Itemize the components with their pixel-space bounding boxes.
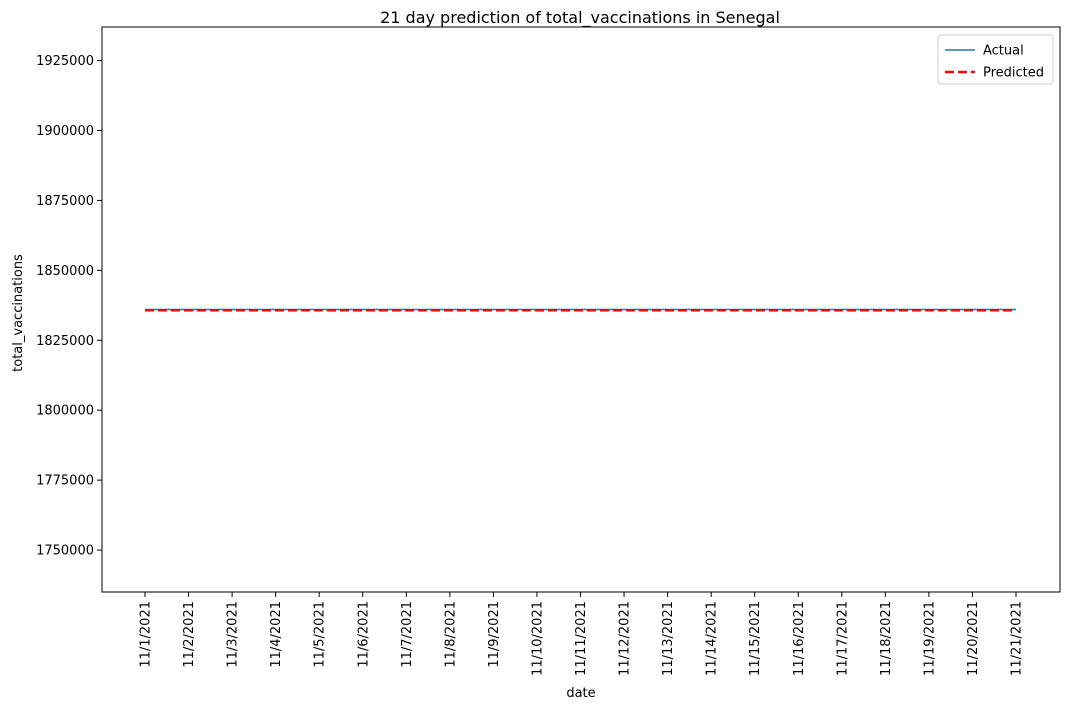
x-tick-label: 11/9/2021 [487,601,502,668]
y-axis: 1750000 1775000 1800000 1825000 1850000 18750… [36,54,102,559]
x-axis-label: date [566,686,595,701]
x-tick-label: 11/15/2021 [748,601,763,676]
legend: Actual Predicted [937,34,1054,85]
x-tick-label: 11/18/2021 [879,601,894,676]
x-tick-label: 11/19/2021 [922,601,937,676]
y-tick-label: 1775000 [36,474,94,489]
series-group [145,308,1016,312]
x-tick-label: 11/20/2021 [966,601,981,676]
legend-label-predicted: Predicted [983,66,1044,81]
x-tick-label: 11/3/2021 [226,601,241,668]
legend-label-actual: Actual [983,44,1024,59]
x-tick-label: 11/13/2021 [661,601,676,676]
x-axis: 11/1/2021 11/2/2021 11/3/2021 11/4/2021 11/5… [139,592,1025,676]
x-tick-label: 11/6/2021 [356,601,371,668]
y-axis-label: total_vaccinations [11,254,26,372]
y-tick-label: 1850000 [36,264,94,279]
x-tick-label: 11/11/2021 [574,601,589,676]
y-tick-label: 1750000 [36,544,94,559]
x-tick-label: 11/14/2021 [705,601,720,676]
y-tick-label: 1800000 [36,404,94,419]
x-tick-label: 11/21/2021 [1010,601,1025,676]
x-tick-label: 11/4/2021 [269,601,284,668]
y-tick-label: 1825000 [36,334,94,349]
y-tick-label: 1875000 [36,194,94,209]
y-tick-label: 1900000 [36,124,94,139]
x-tick-label: 11/10/2021 [530,601,545,676]
x-tick-label: 11/5/2021 [313,601,328,668]
y-tick-label: 1925000 [36,54,94,69]
x-tick-label: 11/12/2021 [618,601,633,676]
x-tick-label: 11/17/2021 [835,601,850,676]
x-tick-label: 11/8/2021 [443,601,458,668]
x-tick-label: 11/2/2021 [182,601,197,668]
x-tick-label: 11/1/2021 [139,601,154,668]
x-tick-label: 11/7/2021 [400,601,415,668]
x-tick-label: 11/16/2021 [792,601,807,676]
chart-title: 21 day prediction of total_vaccinations … [380,8,780,28]
